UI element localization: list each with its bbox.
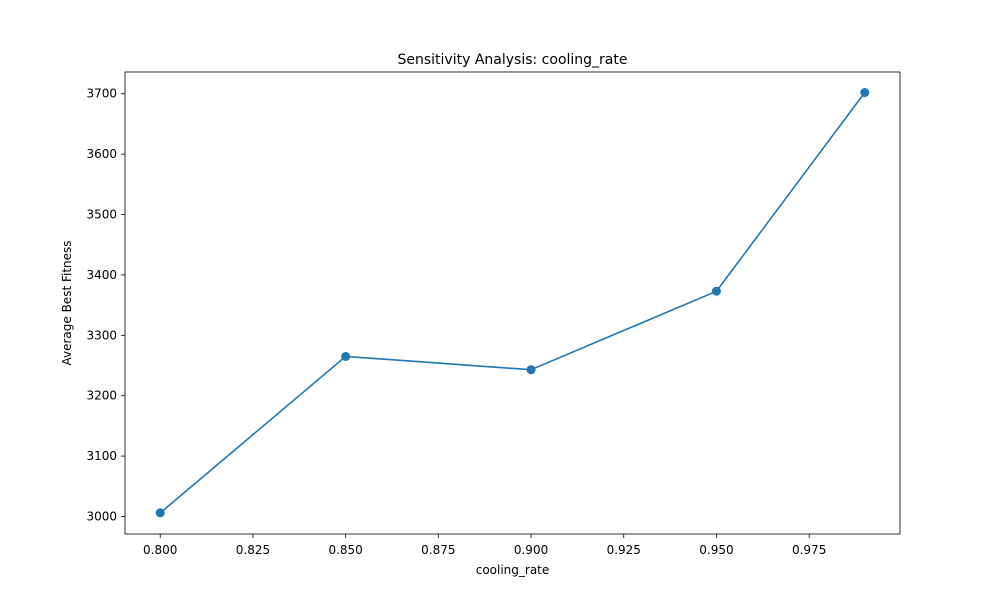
- y-tick-label: 3200: [86, 389, 117, 403]
- x-axis: 0.800 0.825 0.850 0.875 0.900 0.925 0.950 0.975: [143, 534, 826, 557]
- data-point: [526, 365, 536, 375]
- y-tick-label: 3000: [86, 509, 117, 523]
- y-tick-label: 3100: [86, 449, 117, 463]
- x-tick-label: 0.950: [699, 543, 733, 557]
- chart-title: Sensitivity Analysis: cooling_rate: [398, 52, 628, 68]
- y-tick-label: 3700: [86, 87, 117, 101]
- x-tick-label: 0.850: [328, 543, 362, 557]
- x-tick-label: 0.900: [514, 543, 548, 557]
- y-tick-label: 3300: [86, 328, 117, 342]
- plot-area: [124, 71, 901, 535]
- x-tick-label: 0.875: [421, 543, 455, 557]
- y-tick-label: 3500: [86, 208, 117, 222]
- plot-frame: [124, 71, 901, 535]
- x-tick-label: 0.975: [792, 543, 826, 557]
- x-axis-label: cooling_rate: [476, 563, 550, 577]
- y-tick-label: 3600: [86, 147, 117, 161]
- y-axis: 3000 3100 3200 3300 3400 3500 3600 3700: [86, 87, 125, 523]
- data-point: [711, 286, 721, 296]
- data-point: [860, 88, 870, 98]
- data-point: [155, 508, 165, 518]
- y-axis-label: Average Best Fitness: [60, 240, 74, 365]
- x-tick-label: 0.925: [607, 543, 641, 557]
- series-layer: [155, 88, 870, 518]
- x-tick-label: 0.825: [236, 543, 270, 557]
- x-tick-label: 0.800: [143, 543, 177, 557]
- data-point: [341, 351, 351, 361]
- y-tick-label: 3400: [86, 268, 117, 282]
